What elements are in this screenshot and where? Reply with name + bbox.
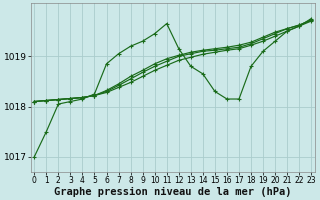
X-axis label: Graphe pression niveau de la mer (hPa): Graphe pression niveau de la mer (hPa): [54, 186, 292, 197]
